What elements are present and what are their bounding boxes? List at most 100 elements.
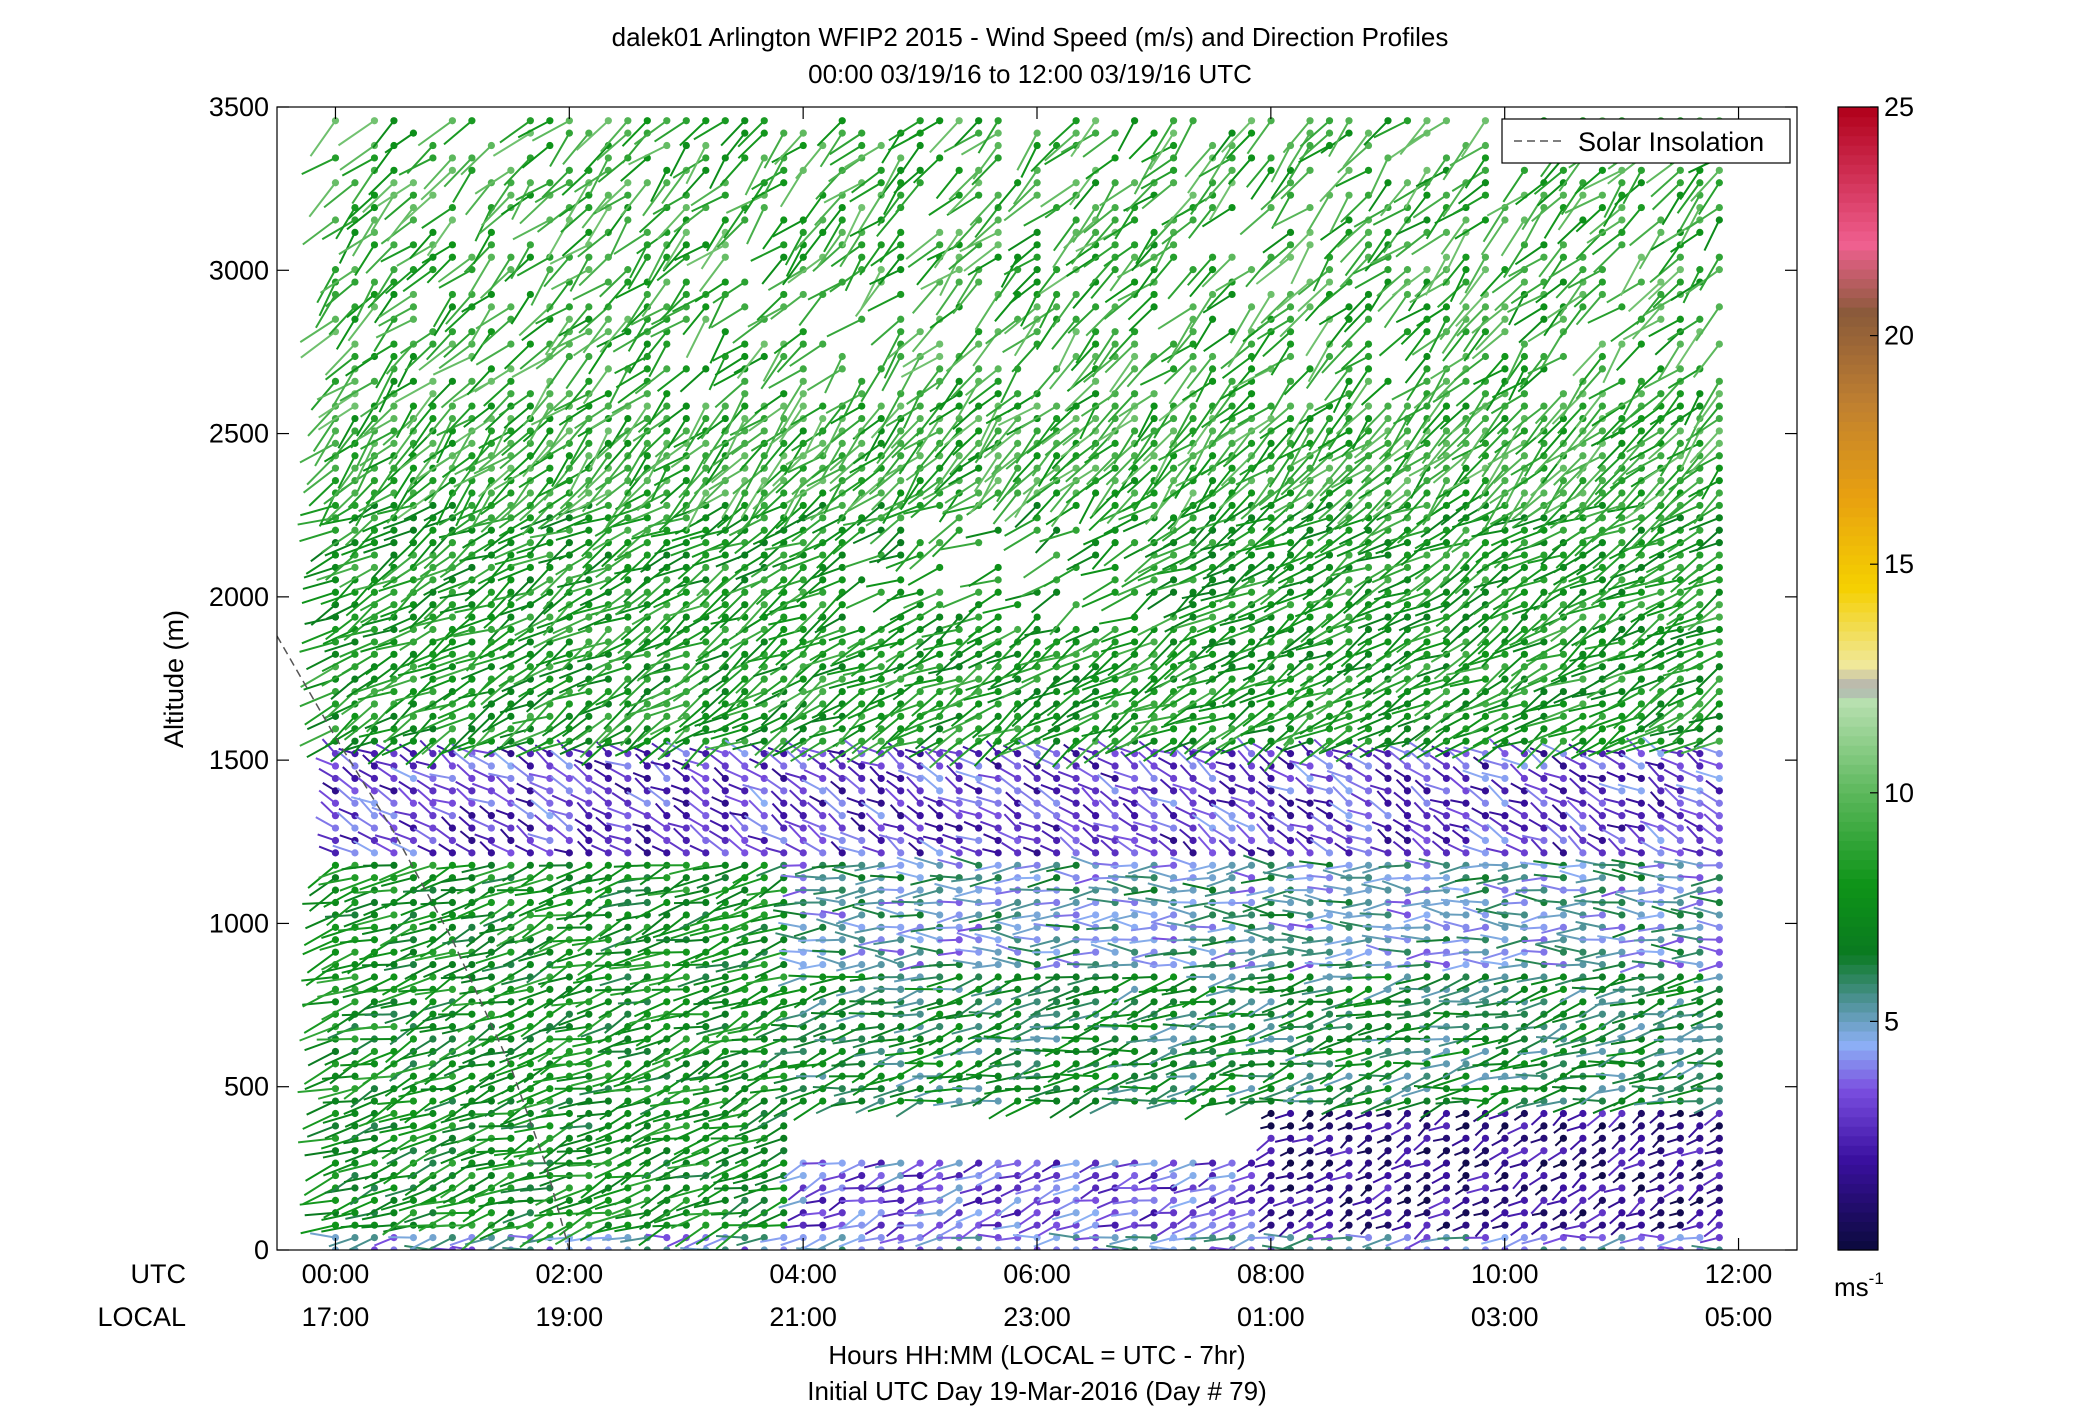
wind-barb-stick	[404, 963, 434, 980]
wind-barb-dot	[760, 427, 768, 435]
wind-barb-dot	[780, 1085, 788, 1093]
wind-barb-stick	[419, 913, 453, 926]
wind-barb-dot	[838, 625, 846, 634]
wind-barb-dot	[663, 824, 671, 832]
wind-barb-dot	[585, 774, 593, 783]
wind-barb-dot	[409, 1035, 418, 1043]
wind-barb-dot	[741, 452, 749, 460]
wind-barb-dot	[780, 1209, 788, 1217]
wind-barb-dot	[487, 849, 495, 857]
wind-barb-stick	[423, 1149, 453, 1162]
wind-barb-dot	[409, 960, 418, 969]
wind-barb-dot	[682, 1097, 690, 1105]
wind-barb-dot	[877, 402, 885, 410]
wind-barb-dot	[604, 1221, 612, 1229]
wind-barb-stick	[435, 1211, 472, 1215]
wind-barb-dot	[370, 476, 379, 485]
wind-barb-stick	[350, 796, 375, 805]
wind-barb-dot	[936, 1221, 944, 1229]
wind-barb-dot	[838, 228, 846, 237]
wind-barb-dot	[331, 998, 340, 1006]
wind-barb-stick	[388, 430, 415, 465]
wind-barb-dot	[819, 601, 827, 609]
wind-barb-dot	[819, 1097, 827, 1105]
wind-barb-stick	[570, 1211, 609, 1215]
wind-barb-dot	[702, 439, 710, 447]
wind-barb-dot	[838, 948, 846, 956]
wind-barb-stick	[421, 728, 454, 756]
wind-barb-dot	[351, 1209, 359, 1217]
wind-barb-dot	[721, 625, 729, 634]
wind-barb-stick	[322, 1149, 356, 1159]
wind-barb-dot	[858, 241, 866, 249]
wind-barb-dot	[897, 886, 905, 894]
wind-barb-dot	[585, 762, 593, 770]
wind-barb-dot	[565, 514, 573, 522]
wind-barb-dot	[390, 750, 398, 758]
wind-barb-stick	[402, 268, 434, 293]
wind-barb-stick	[400, 1025, 434, 1032]
wind-barb-stick	[731, 1038, 765, 1041]
wind-barb-dot	[370, 539, 379, 547]
wind-barb-dot	[351, 1171, 359, 1180]
wind-barb-dot	[468, 737, 476, 745]
wind-barb-dot	[487, 712, 495, 720]
wind-barb-dot	[721, 253, 729, 261]
wind-barb-dot	[565, 774, 573, 783]
wind-barb-dot	[487, 427, 495, 435]
wind-barb-stick	[375, 318, 414, 339]
wind-barb-dot	[682, 886, 690, 894]
wind-barb-dot	[409, 998, 418, 1006]
wind-barb-dot	[682, 278, 690, 286]
wind-barb-dot	[877, 650, 885, 658]
wind-barb-dot	[487, 625, 495, 634]
wind-barb-dot	[663, 390, 671, 398]
wind-barb-dot	[721, 787, 729, 795]
wind-barb-dot	[487, 303, 495, 311]
wind-barb-dot	[624, 762, 632, 770]
wind-barb-dot	[741, 129, 749, 137]
wind-barb-dot	[702, 824, 710, 832]
wind-barb-dot	[877, 663, 885, 671]
wind-barb-dot	[799, 402, 807, 410]
wind-barb-dot	[546, 551, 554, 559]
wind-barb-dot	[663, 576, 671, 584]
wind-barb-dot	[604, 1196, 612, 1204]
wind-barb-stick	[913, 901, 940, 905]
wind-barb-dot	[351, 315, 359, 323]
wind-barb-dot	[351, 1233, 359, 1242]
wind-barb-stick	[386, 1149, 414, 1165]
wind-barb-dot	[409, 923, 418, 931]
wind-barb-stick	[325, 554, 356, 581]
wind-barb-dot	[643, 650, 651, 658]
wind-barb-dot	[468, 650, 476, 658]
wind-barb-stick	[442, 678, 473, 701]
wind-barb-stick	[339, 380, 375, 402]
wind-barb-dot	[936, 973, 944, 981]
wind-barb-dot	[331, 874, 340, 882]
wind-barb-dot	[487, 960, 495, 969]
wind-barb-dot	[838, 1159, 846, 1167]
wind-barb-stick	[383, 529, 414, 542]
wind-barb-stick	[360, 1050, 395, 1066]
wind-barb-stick	[876, 925, 901, 929]
wind-barb-stick	[438, 343, 473, 370]
wind-barb-stick	[441, 901, 473, 917]
wind-barb-stick	[361, 1211, 395, 1221]
wind-barb-dot	[721, 762, 729, 770]
wind-barb-stick	[364, 1124, 395, 1134]
wind-barb-dot	[858, 936, 866, 944]
wind-barb-stick	[594, 988, 628, 992]
wind-barb-dot	[682, 948, 690, 956]
wind-barb-dot	[565, 948, 573, 956]
wind-barb-dot	[390, 539, 398, 547]
wind-barb-dot	[409, 675, 418, 683]
wind-barb-dot	[526, 898, 534, 907]
wind-barb-dot	[643, 551, 651, 559]
wind-barb-dot	[448, 154, 457, 162]
wind-barb-dot	[663, 898, 671, 907]
wind-barb-dot	[780, 812, 788, 820]
wind-barb-stick	[356, 405, 376, 437]
wind-barb-dot	[663, 278, 671, 286]
wind-barb-stick	[319, 268, 356, 294]
